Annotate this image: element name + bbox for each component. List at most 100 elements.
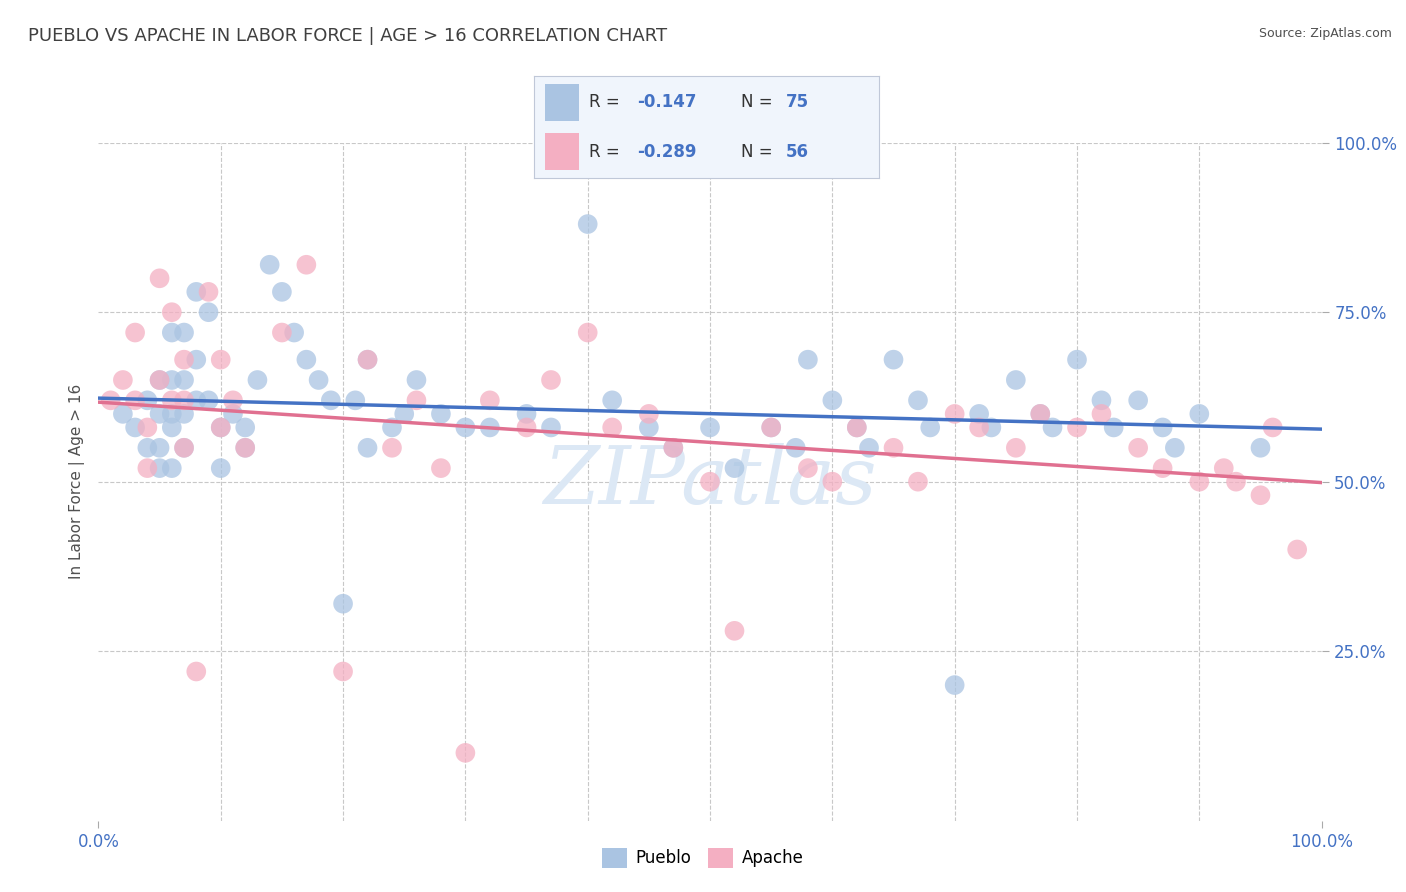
Point: [186, 352, 208, 367]
Y-axis label: In Labor Force | Age > 16: In Labor Force | Age > 16: [69, 384, 86, 579]
Point: [1090, 407, 1112, 421]
Point: [1164, 441, 1187, 455]
Point: [332, 597, 354, 611]
Point: [160, 373, 183, 387]
Point: [761, 420, 783, 434]
Point: [124, 326, 146, 340]
Point: [111, 373, 134, 387]
Point: [920, 420, 942, 434]
Point: [100, 393, 122, 408]
Point: [319, 393, 342, 408]
Point: [149, 373, 172, 387]
Point: [381, 420, 404, 434]
Point: [1286, 542, 1309, 557]
Point: [1128, 393, 1150, 408]
Point: [600, 420, 623, 434]
Point: [576, 326, 599, 340]
Point: [124, 420, 146, 434]
Text: -0.289: -0.289: [638, 143, 697, 161]
Point: [233, 441, 256, 455]
Point: [392, 407, 416, 421]
Point: [149, 407, 172, 421]
Point: [478, 393, 501, 408]
Text: R =: R =: [589, 94, 626, 112]
Point: [662, 441, 685, 455]
Point: [332, 665, 354, 679]
Point: [1004, 373, 1026, 387]
Point: [1042, 420, 1064, 434]
Point: [308, 373, 330, 387]
Point: [259, 258, 281, 272]
Point: [1152, 420, 1174, 434]
Point: [209, 352, 232, 367]
Point: [356, 352, 378, 367]
Point: [967, 407, 990, 421]
Point: [209, 420, 232, 434]
Point: [173, 326, 195, 340]
Point: [197, 305, 219, 319]
Point: [186, 665, 208, 679]
Point: [1261, 420, 1284, 434]
Point: [233, 420, 256, 434]
Point: [1249, 441, 1271, 455]
Point: [136, 393, 159, 408]
Point: [821, 393, 844, 408]
Point: [883, 352, 905, 367]
Point: [149, 373, 172, 387]
Point: [186, 285, 208, 299]
Text: N =: N =: [741, 143, 778, 161]
Text: N =: N =: [741, 94, 778, 112]
Point: [943, 407, 966, 421]
Point: [295, 258, 318, 272]
Point: [699, 420, 721, 434]
Point: [209, 420, 232, 434]
Point: [797, 461, 820, 475]
Text: 75: 75: [786, 94, 808, 112]
Legend: Pueblo, Apache: Pueblo, Apache: [596, 841, 810, 875]
Point: [173, 441, 195, 455]
Point: [1029, 407, 1052, 421]
Point: [454, 746, 477, 760]
Text: R =: R =: [589, 143, 626, 161]
Point: [283, 326, 305, 340]
Point: [381, 441, 404, 455]
Text: 56: 56: [786, 143, 808, 161]
Point: [1212, 461, 1234, 475]
Point: [222, 393, 245, 408]
Point: [270, 285, 294, 299]
Point: [1066, 352, 1088, 367]
Point: [1066, 420, 1088, 434]
Point: [1090, 393, 1112, 408]
Point: [173, 441, 195, 455]
Point: [478, 420, 501, 434]
Point: [173, 373, 195, 387]
Point: [845, 420, 868, 434]
Point: [356, 441, 378, 455]
Point: [1188, 407, 1211, 421]
Point: [186, 393, 208, 408]
Point: [136, 461, 159, 475]
Point: [149, 271, 172, 285]
Text: Source: ZipAtlas.com: Source: ZipAtlas.com: [1258, 27, 1392, 40]
Point: [246, 373, 269, 387]
Point: [430, 461, 453, 475]
Point: [907, 393, 929, 408]
Point: [540, 373, 562, 387]
Point: [845, 420, 868, 434]
Bar: [544, 133, 579, 170]
Point: [723, 624, 745, 638]
Point: [136, 420, 159, 434]
Point: [197, 285, 219, 299]
Point: [173, 393, 195, 408]
Point: [149, 461, 172, 475]
Point: [160, 305, 183, 319]
Point: [295, 352, 318, 367]
Point: [907, 475, 929, 489]
Point: [576, 217, 599, 231]
Point: [1102, 420, 1125, 434]
Bar: [544, 84, 579, 121]
Text: PUEBLO VS APACHE IN LABOR FORCE | AGE > 16 CORRELATION CHART: PUEBLO VS APACHE IN LABOR FORCE | AGE > …: [28, 27, 668, 45]
Point: [515, 420, 537, 434]
Point: [160, 326, 183, 340]
Point: [173, 352, 195, 367]
